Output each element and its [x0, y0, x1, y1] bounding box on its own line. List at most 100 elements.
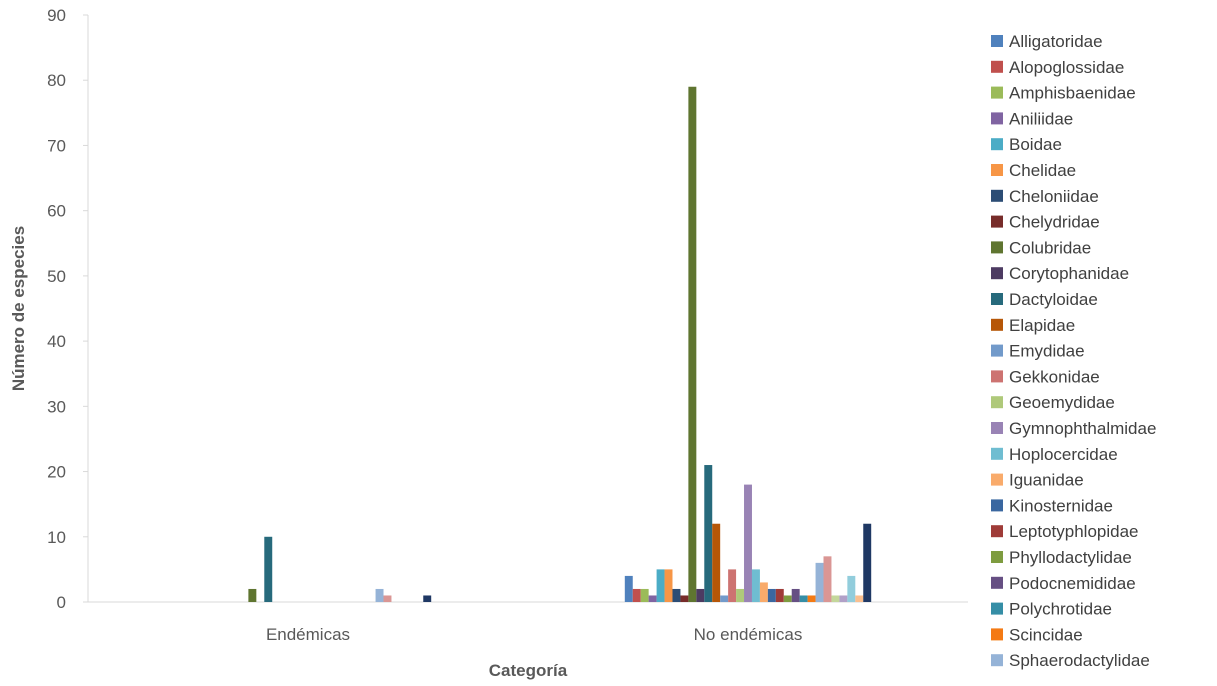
bar — [775, 588, 784, 602]
legend-item: Boidae — [991, 135, 1062, 154]
legend-item: Polychrotidae — [991, 600, 1112, 619]
bar — [847, 575, 856, 602]
legend-item: Leptotyphlopidae — [991, 522, 1139, 541]
bar — [712, 523, 721, 602]
x-axis-title: Categoría — [489, 661, 568, 680]
bar — [736, 588, 745, 602]
legend-item: Geoemydidae — [991, 393, 1115, 412]
x-axis-categories: Endémicas No endémicas — [266, 625, 802, 644]
bar — [656, 569, 665, 602]
legend-swatch — [991, 525, 1003, 538]
bar — [799, 595, 808, 602]
legend-item: Alligatoridae — [991, 32, 1103, 51]
legend-item: Colubridae — [991, 238, 1091, 257]
bar — [863, 523, 872, 602]
legend-swatch — [991, 86, 1003, 99]
legend-label: Polychrotidae — [1009, 600, 1112, 619]
bar — [264, 536, 273, 602]
legend-swatch — [991, 370, 1003, 383]
bars — [248, 86, 872, 602]
legend-item: Kinosternidae — [991, 496, 1113, 515]
legend-label: Hoplocercidae — [1009, 445, 1118, 464]
legend-label: Boidae — [1009, 135, 1062, 154]
legend-label: Podocnemididae — [1009, 574, 1136, 593]
legend-swatch — [991, 447, 1003, 460]
bar — [248, 588, 257, 602]
legend-label: Sphaerodactylidae — [1009, 651, 1150, 670]
legend-swatch — [991, 112, 1003, 125]
bar — [664, 569, 673, 602]
legend-label: Alligatoridae — [1009, 32, 1103, 51]
legend-swatch — [991, 35, 1003, 47]
bar — [680, 595, 689, 602]
bar — [831, 595, 840, 602]
y-tick-label: 60 — [47, 202, 66, 221]
legend-swatch — [991, 60, 1003, 73]
legend-item: Chelydridae — [991, 213, 1100, 232]
legend-item: Chelidae — [991, 161, 1076, 180]
legend-swatch — [991, 241, 1003, 254]
legend-swatch — [991, 499, 1003, 512]
bar — [696, 588, 705, 602]
y-tick-label: 50 — [47, 267, 66, 286]
bar — [688, 86, 697, 602]
legend-item: Scincidae — [991, 625, 1083, 644]
legend-swatch — [991, 422, 1003, 434]
legend-swatch — [991, 293, 1003, 305]
y-axis-ticks: 0 10 20 30 40 50 60 70 80 90 — [47, 6, 88, 612]
bar — [720, 595, 729, 602]
bar — [728, 569, 737, 602]
legend-item: Cheloniidae — [991, 187, 1099, 206]
legend-swatch — [991, 215, 1003, 228]
bar — [855, 595, 864, 602]
bar — [423, 595, 432, 602]
legend-item: Alopoglossidae — [991, 58, 1124, 77]
bar — [823, 556, 832, 602]
legend-swatch — [991, 138, 1003, 151]
legend-swatch — [991, 576, 1003, 589]
x-category-label: Endémicas — [266, 625, 350, 644]
legend-label: Cheloniidae — [1009, 187, 1099, 206]
bar — [751, 569, 760, 602]
y-tick-label: 40 — [47, 332, 66, 351]
legend-swatch — [991, 267, 1003, 280]
legend: Alligatoridae Alopoglossidae Amphisbaenida… — [991, 32, 1156, 670]
y-tick-label: 90 — [47, 6, 66, 25]
legend-label: Emydidae — [1009, 342, 1085, 361]
legend-item: Iguanidae — [991, 471, 1084, 490]
legend-item: Hoplocercidae — [991, 445, 1118, 464]
legend-swatch — [991, 189, 1003, 202]
bar — [759, 582, 768, 602]
bar — [375, 588, 384, 602]
legend-label: Geoemydidae — [1009, 393, 1115, 412]
legend-label: Phyllodactylidae — [1009, 548, 1132, 567]
legend-item: Dactyloidae — [991, 290, 1098, 309]
legend-swatch — [991, 318, 1003, 331]
legend-swatch — [991, 344, 1003, 357]
legend-label: Leptotyphlopidae — [1009, 522, 1139, 541]
bar — [640, 588, 649, 602]
legend-swatch — [991, 551, 1003, 563]
legend-item: Gymnophthalmidae — [991, 419, 1156, 438]
legend-label: Amphisbaenidae — [1009, 84, 1136, 103]
legend-item: Phyllodactylidae — [991, 548, 1132, 567]
legend-swatch — [991, 473, 1003, 486]
legend-swatch — [991, 602, 1003, 615]
bar — [744, 484, 752, 602]
legend-item: Gekkonidae — [991, 367, 1100, 386]
legend-label: Kinosternidae — [1009, 496, 1113, 515]
y-tick-label: 70 — [47, 136, 66, 155]
bar — [383, 595, 392, 602]
legend-item: Podocnemididae — [991, 574, 1136, 593]
legend-label: Gekkonidae — [1009, 367, 1100, 386]
y-tick-label: 30 — [47, 397, 66, 416]
y-tick-label: 0 — [57, 593, 66, 612]
y-tick-label: 10 — [47, 528, 66, 547]
legend-label: Colubridae — [1009, 238, 1091, 257]
legend-label: Alopoglossidae — [1009, 58, 1124, 77]
legend-swatch — [991, 164, 1003, 176]
legend-label: Scincidae — [1009, 625, 1083, 644]
y-tick-label: 80 — [47, 71, 66, 90]
legend-label: Iguanidae — [1009, 471, 1084, 490]
